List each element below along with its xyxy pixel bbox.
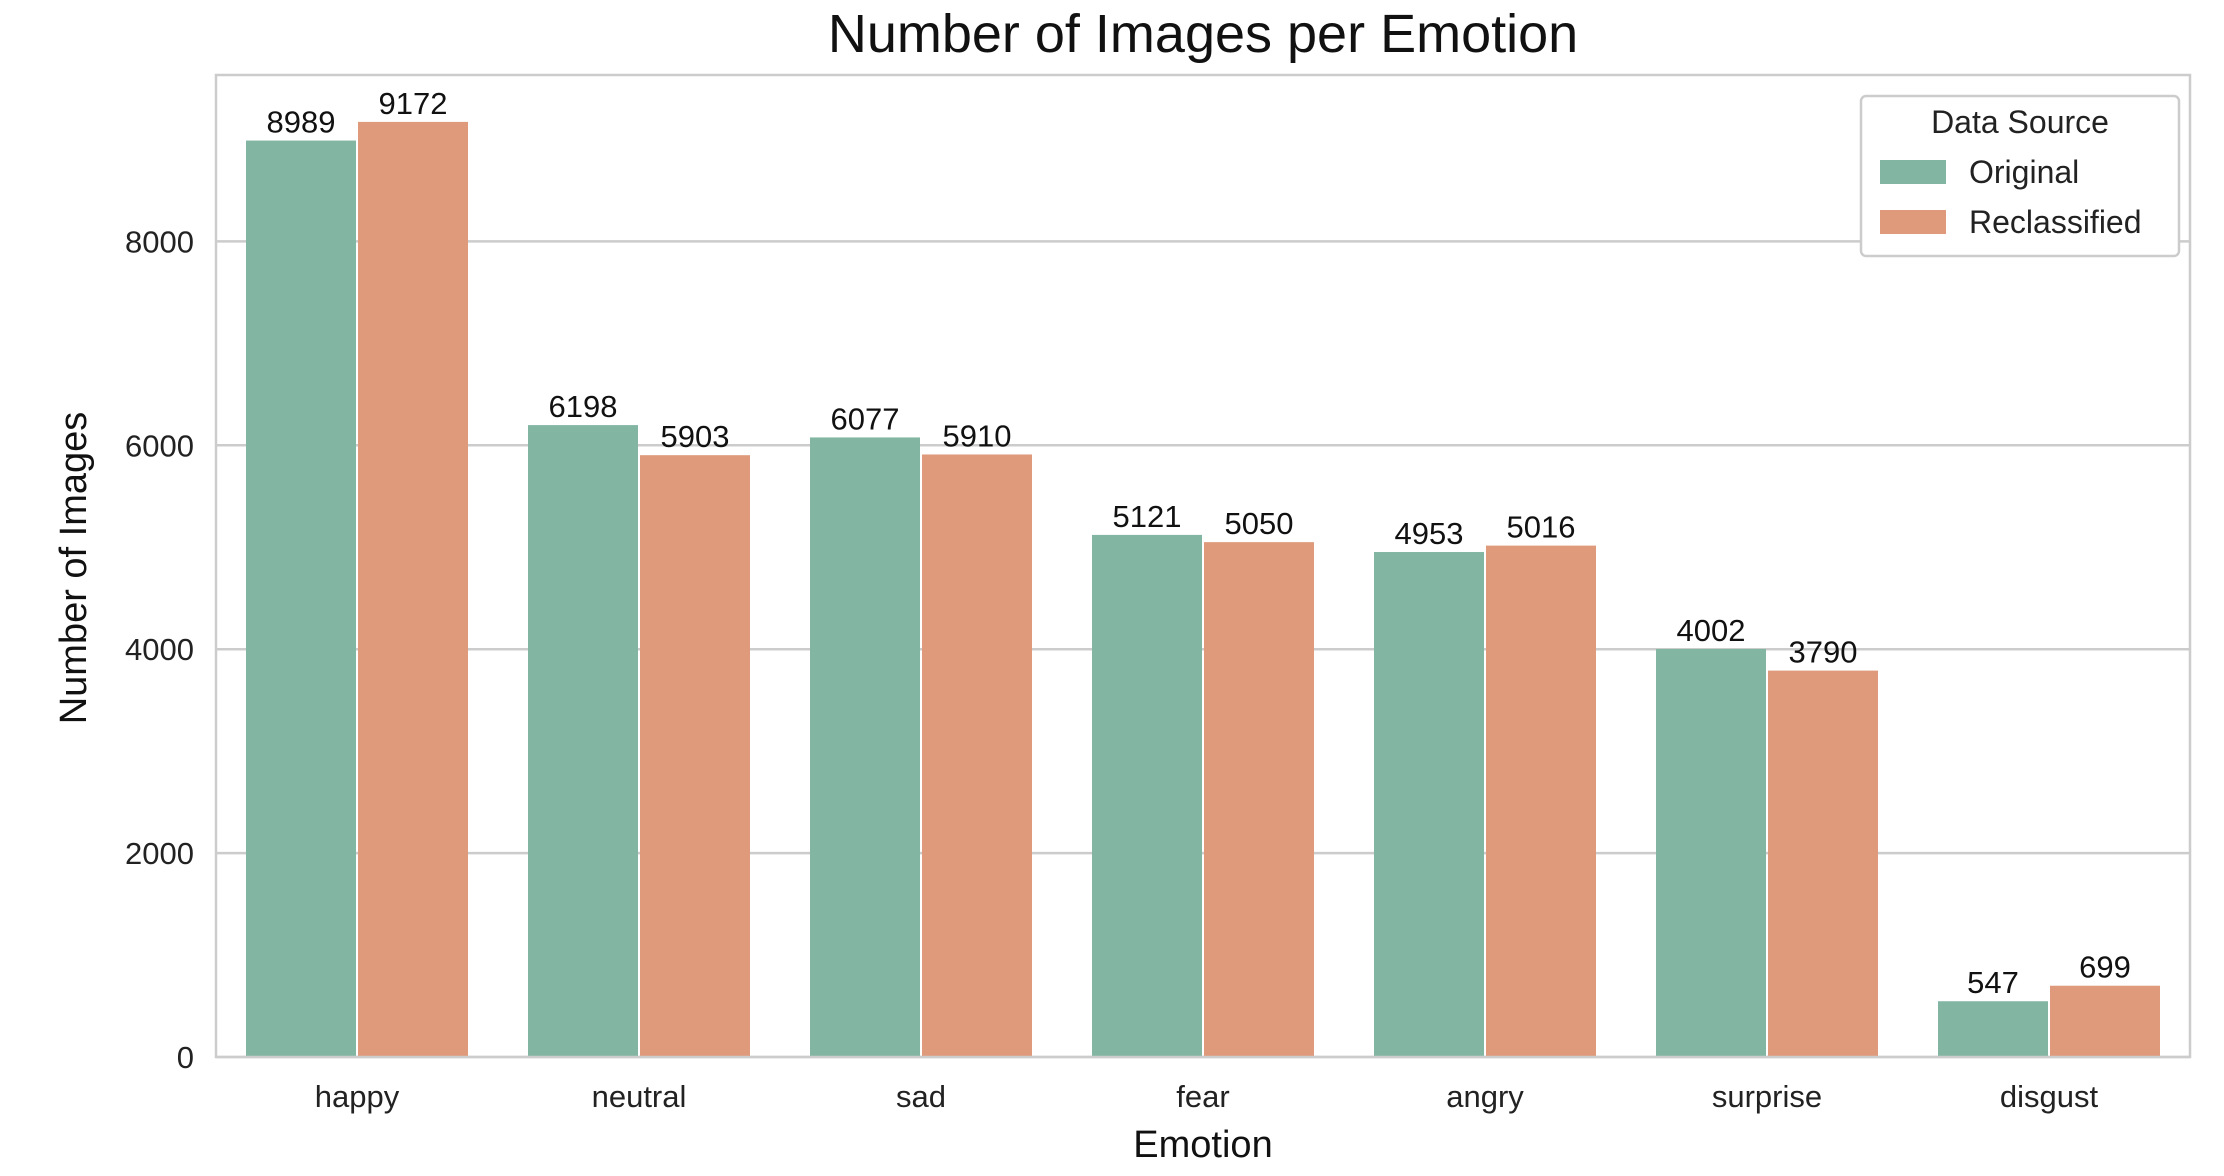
- bar-reclassified-disgust: [2050, 985, 2160, 1057]
- data-label: 3790: [1789, 635, 1858, 670]
- x-tick-label: neutral: [592, 1079, 687, 1114]
- bar-original-happy: [246, 140, 356, 1057]
- legend-label-original: Original: [1969, 154, 2079, 190]
- bar-original-angry: [1374, 552, 1484, 1057]
- bar-original-sad: [810, 437, 920, 1058]
- data-label: 5903: [661, 419, 730, 454]
- x-axis-label: Emotion: [1133, 1124, 1272, 1166]
- data-label: 5910: [943, 418, 1012, 453]
- bar-reclassified-sad: [922, 454, 1032, 1057]
- data-label: 6198: [549, 389, 618, 424]
- bar-original-neutral: [528, 425, 638, 1058]
- y-tick-label: 6000: [125, 428, 194, 463]
- bar-reclassified-angry: [1486, 545, 1596, 1057]
- x-tick-label: disgust: [2000, 1079, 2099, 1114]
- y-axis-label: Number of Images: [53, 412, 95, 725]
- data-label: 4002: [1677, 613, 1746, 648]
- y-tick-label: 2000: [125, 836, 194, 871]
- y-tick-label: 8000: [125, 224, 194, 259]
- bar-reclassified-fear: [1204, 542, 1314, 1057]
- y-axis-ticks: 0 2000 4000 6000 8000: [125, 224, 194, 1075]
- data-label: 5050: [1225, 506, 1294, 541]
- data-label: 547: [1967, 965, 2019, 1000]
- data-label: 9172: [379, 86, 448, 121]
- gridlines: [216, 240, 2190, 1059]
- x-tick-label: fear: [1176, 1079, 1229, 1114]
- data-label: 4953: [1395, 516, 1464, 551]
- bar-original-fear: [1092, 534, 1202, 1057]
- plot-frame: [214, 73, 2192, 1059]
- data-label: 699: [2079, 950, 2131, 985]
- legend-title: Data Source: [1931, 104, 2109, 140]
- data-labels: 8989 9172 6198 5903 6077 5910 5121 5050 4953 5016…: [267, 86, 2131, 1000]
- legend: Data Source Original Reclassified: [1859, 94, 2181, 258]
- bar-reclassified-surprise: [1768, 670, 1878, 1057]
- data-label: 6077: [831, 401, 900, 436]
- x-tick-label: surprise: [1712, 1079, 1822, 1114]
- legend-items: Original Reclassified: [1880, 154, 2142, 240]
- legend-swatch-reclassified: [1880, 210, 1946, 234]
- bar-original-disgust: [1938, 1001, 2048, 1057]
- data-label: 8989: [267, 105, 336, 140]
- bar-reclassified-happy: [358, 121, 468, 1058]
- data-label: 5121: [1113, 499, 1182, 534]
- y-tick-label: 0: [177, 1040, 194, 1075]
- chart-title: Number of Images per Emotion: [828, 4, 1578, 64]
- x-tick-label: angry: [1446, 1079, 1524, 1114]
- y-tick-label: 4000: [125, 632, 194, 667]
- bars: [246, 121, 2160, 1058]
- x-tick-label: sad: [896, 1079, 946, 1114]
- legend-label-reclassified: Reclassified: [1969, 204, 2142, 240]
- x-axis-ticks: happy neutral sad fear angry surprise disgust: [315, 1079, 2099, 1114]
- bar-original-surprise: [1656, 648, 1766, 1057]
- x-tick-label: happy: [315, 1079, 400, 1114]
- legend-swatch-original: [1880, 160, 1946, 184]
- bar-reclassified-neutral: [640, 455, 750, 1058]
- data-label: 5016: [1507, 510, 1576, 545]
